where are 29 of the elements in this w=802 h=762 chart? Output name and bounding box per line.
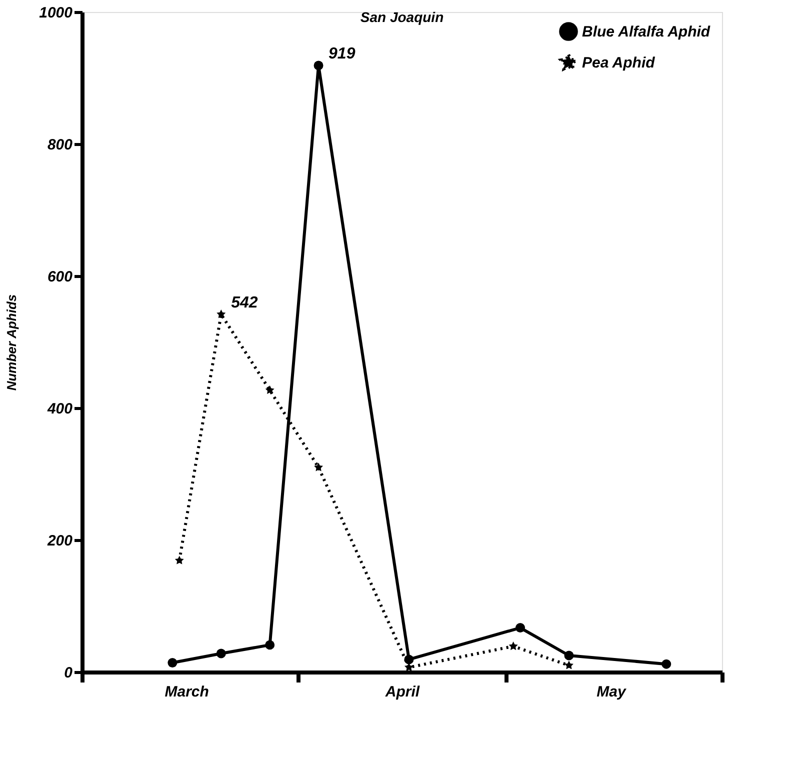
point <box>508 642 518 650</box>
y-tick-label: 200 <box>46 532 74 550</box>
y-axis-title: Number Aphids <box>4 294 20 391</box>
y-tick-label: 800 <box>47 136 74 154</box>
point <box>265 640 275 650</box>
point <box>216 648 226 658</box>
point <box>404 654 414 664</box>
legend-label: Pea Aphid <box>582 54 656 72</box>
y-tick-label: 1000 <box>39 4 74 22</box>
y-tick-label: 0 <box>64 664 74 682</box>
point <box>174 556 184 564</box>
x-tick-label: March <box>164 684 209 700</box>
point <box>564 660 574 670</box>
point <box>314 462 324 472</box>
point <box>314 60 324 70</box>
y-tick-label: 400 <box>46 400 74 418</box>
y-tick-label: 600 <box>47 268 74 286</box>
x-tick-label: April <box>384 684 420 700</box>
point <box>168 658 178 668</box>
legend-label: Blue Alfalfa Aphid <box>582 24 711 40</box>
chart-title: San Joaquin <box>360 9 444 25</box>
annotation: 919 <box>328 45 356 62</box>
point <box>564 650 574 660</box>
point <box>516 623 526 633</box>
point <box>265 385 274 394</box>
annotation: 542 <box>231 294 258 312</box>
point <box>216 310 226 318</box>
point <box>662 659 672 669</box>
x-tick-label: May <box>596 684 626 700</box>
